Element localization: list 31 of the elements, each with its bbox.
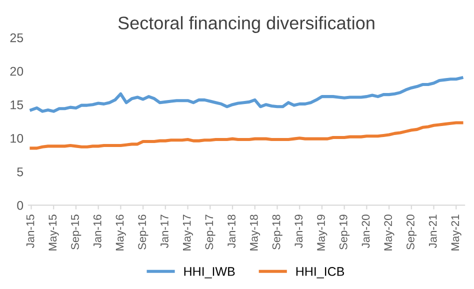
x-tick-label: Sep-19 (339, 214, 350, 250)
x-tick-label: Sep-16 (138, 214, 148, 250)
y-tick-label: 0 (17, 200, 24, 210)
line-series (30, 76, 464, 113)
chart-title: Sectoral financing diversification (118, 16, 374, 33)
legend-label: HHI_ICB (296, 267, 344, 278)
x-tick-label: May-17 (183, 214, 193, 250)
y-tick-label: 20 (10, 66, 24, 76)
x-tick-label: May-19 (317, 214, 328, 250)
line-series (30, 121, 464, 150)
x-tick-label: Sep-17 (205, 214, 216, 250)
x-tick-label: Sep-20 (406, 214, 417, 250)
y-tick-label: 5 (17, 168, 24, 176)
x-tick-label: May-15 (48, 214, 59, 250)
x-tick-label: May-18 (250, 214, 260, 250)
y-tick-label: 25 (10, 33, 24, 42)
x-tick-label: Jan-16 (93, 214, 102, 248)
x-tick-label: Jan-17 (160, 214, 168, 248)
y-tick-label: 15 (10, 100, 24, 110)
x-tick-label: Jan-15 (26, 214, 34, 248)
x-tick-label: Jan-20 (362, 214, 370, 248)
y-tick-label: 10 (10, 134, 24, 143)
x-tick-label: Sep-18 (272, 214, 282, 250)
x-tick-label: May-20 (384, 214, 394, 250)
x-tick-label: Jan-21 (428, 214, 437, 248)
x-tick-label: Sep-15 (71, 214, 82, 250)
x-tick-label: Jan-19 (294, 214, 303, 248)
x-tick-label: May-16 (116, 214, 126, 250)
legend-label: HHI_IWB (184, 267, 235, 278)
x-tick-label: Jan-18 (228, 214, 236, 248)
x-tick-label: May-21 (451, 214, 462, 250)
